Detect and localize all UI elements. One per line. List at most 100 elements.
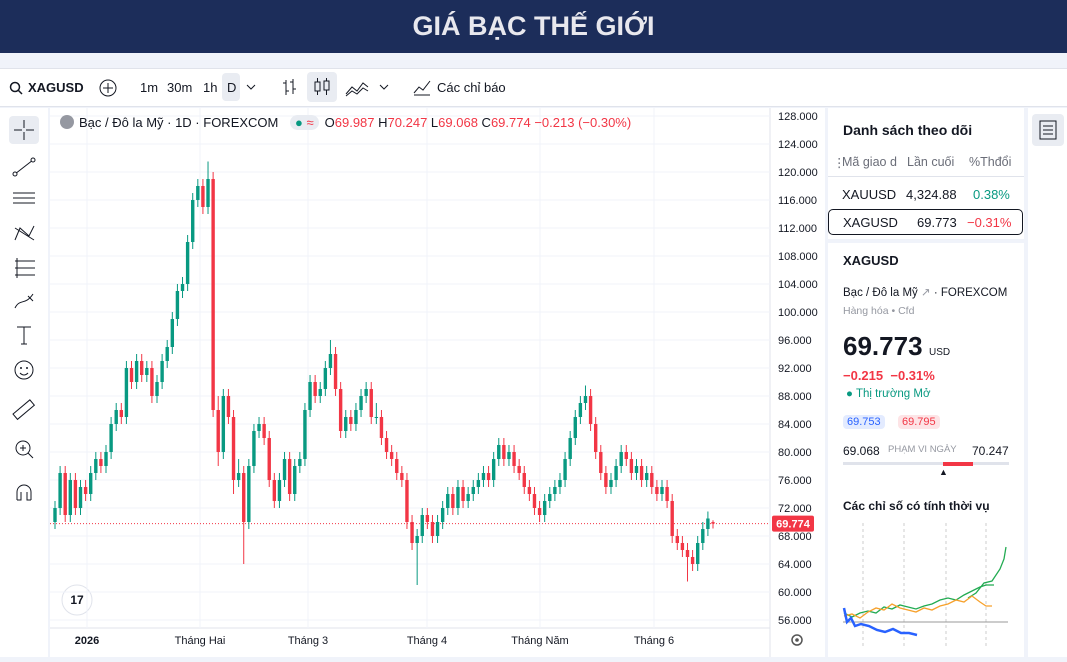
candle-body bbox=[252, 431, 256, 466]
candle-body bbox=[578, 403, 583, 417]
settings-icon[interactable] bbox=[791, 634, 803, 646]
candle-body bbox=[323, 368, 328, 389]
candle-body bbox=[446, 494, 450, 508]
bid: 69.753 bbox=[843, 415, 885, 429]
candle-body bbox=[58, 473, 62, 508]
search-icon bbox=[9, 81, 23, 95]
watchlist-title: Danh sách theo dõi bbox=[843, 122, 973, 138]
candle-body bbox=[201, 186, 205, 207]
range-low: 69.068 bbox=[843, 444, 880, 458]
candle-body bbox=[303, 410, 307, 459]
candle-body bbox=[99, 459, 103, 466]
detail-price: 69.773 bbox=[843, 331, 923, 361]
watchlist-row-selected[interactable]: XAGUSD 69.773 −0.31% bbox=[828, 209, 1023, 235]
legend-label: C bbox=[481, 115, 491, 130]
candle-body bbox=[247, 466, 251, 522]
candle-body bbox=[711, 522, 715, 524]
candle-body bbox=[410, 522, 414, 543]
range-high: 70.247 bbox=[972, 444, 1009, 458]
candle-body bbox=[568, 438, 572, 459]
range-bar bbox=[943, 462, 973, 466]
candle-body bbox=[160, 361, 164, 382]
candle-body bbox=[277, 480, 282, 501]
interval[interactable]: 1h bbox=[203, 80, 218, 95]
legend-change-pct: (−0.30%) bbox=[578, 115, 632, 130]
candle-body bbox=[588, 396, 593, 424]
candle-body bbox=[624, 452, 628, 459]
candle-body bbox=[695, 543, 700, 564]
candle-body bbox=[293, 466, 297, 494]
y-tick-label: 76.000 bbox=[778, 475, 812, 487]
candle-body bbox=[318, 389, 322, 396]
y-tick-label: 120.000 bbox=[778, 167, 818, 179]
candle-body bbox=[583, 396, 588, 403]
candle-body bbox=[267, 438, 271, 480]
candle-body bbox=[502, 445, 506, 459]
watchlist-panel: Danh sách theo dõi ⋮ Mã giao d Lần cuối … bbox=[828, 108, 1024, 657]
candle-body bbox=[440, 508, 445, 522]
candle-body bbox=[435, 522, 440, 536]
interval[interactable]: 30m bbox=[167, 80, 193, 95]
y-tick-label: 84.000 bbox=[778, 419, 812, 431]
candle-body bbox=[680, 543, 685, 550]
candle-body bbox=[527, 487, 532, 494]
interval[interactable]: D bbox=[227, 80, 237, 95]
detail-desc: Bạc / Đô la Mỹ ↗ · FOREXCOM bbox=[843, 287, 1008, 299]
indicators-button[interactable]: Các chỉ báo bbox=[437, 80, 506, 95]
candle-body bbox=[609, 480, 613, 487]
candle-body bbox=[354, 410, 358, 424]
y-tick-label: 88.000 bbox=[778, 391, 812, 403]
dropdown[interactable] bbox=[379, 83, 389, 91]
candle-body bbox=[73, 480, 78, 508]
candle-body bbox=[690, 557, 695, 564]
legend-value: 69.774 bbox=[490, 115, 531, 130]
candle-body bbox=[486, 473, 491, 480]
candle-body bbox=[563, 459, 567, 480]
page-title: GIÁ BẠC THẾ GIỚI bbox=[0, 0, 1067, 53]
candle-body bbox=[206, 179, 210, 207]
candle-body bbox=[665, 487, 669, 501]
candle-body bbox=[191, 200, 195, 242]
dropdown[interactable] bbox=[246, 83, 256, 91]
candles-icon[interactable] bbox=[312, 77, 332, 97]
legend-value: 69.068 bbox=[438, 115, 478, 130]
candle-body bbox=[134, 361, 139, 382]
kind: Cfd bbox=[898, 305, 915, 317]
candle-body bbox=[83, 487, 88, 494]
area-icon[interactable] bbox=[345, 77, 369, 97]
candle-body bbox=[451, 494, 455, 508]
y-tick-label: 100.000 bbox=[778, 307, 818, 319]
chart-legend: Bạc / Đô la Mỹ · 1D · FOREXCOM ● ≈ O69.98… bbox=[60, 115, 631, 130]
column-header[interactable]: %Thđổi bbox=[969, 155, 1012, 169]
y-tick-label: 92.000 bbox=[778, 363, 812, 375]
status: Thị trường Mở bbox=[855, 388, 931, 400]
last-price-label: 69.774 bbox=[776, 519, 811, 531]
symbol-button[interactable]: XAGUSD bbox=[28, 80, 84, 95]
candle-body bbox=[328, 354, 333, 368]
column-header[interactable]: Lần cuối bbox=[907, 155, 955, 169]
watchlist-toggle[interactable] bbox=[1032, 114, 1064, 146]
candle-body bbox=[670, 501, 674, 536]
range-track bbox=[843, 462, 1009, 465]
category: Hàng hóa bbox=[843, 305, 889, 317]
candle-body bbox=[155, 382, 159, 396]
candle-body bbox=[548, 494, 552, 501]
bars-icon[interactable] bbox=[280, 77, 300, 97]
candle-body bbox=[287, 459, 292, 494]
candle-body bbox=[211, 179, 215, 410]
add-symbol[interactable] bbox=[98, 78, 118, 98]
candle-body bbox=[53, 508, 57, 522]
link-icon[interactable]: ↗ bbox=[920, 287, 931, 299]
interval[interactable]: 1m bbox=[140, 80, 159, 95]
candle-body bbox=[491, 459, 496, 480]
watchlist-row[interactable]: XAUUSD 4,324.88 0.38% bbox=[828, 181, 1024, 207]
candle-body bbox=[63, 473, 67, 515]
column-header[interactable]: Mã giao d bbox=[842, 155, 897, 169]
candle-body bbox=[104, 452, 108, 466]
candle-body bbox=[644, 473, 649, 480]
candle-body bbox=[655, 487, 659, 494]
candle-body bbox=[614, 466, 618, 480]
indicators-icon[interactable] bbox=[412, 78, 432, 96]
candle-body bbox=[461, 487, 465, 501]
legend-value: 69.987 bbox=[334, 115, 375, 130]
